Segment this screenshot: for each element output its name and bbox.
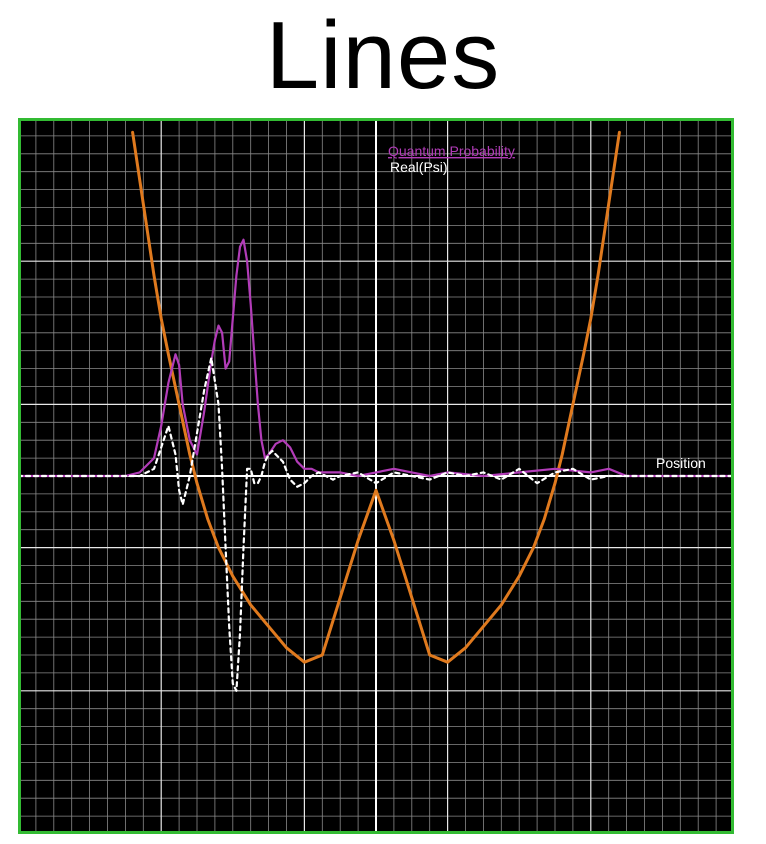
chart-frame: [18, 118, 734, 834]
x-axis-label: Position: [656, 455, 706, 471]
chart-plot: Quantum Probability Real(Psi) Position: [18, 118, 734, 834]
legend-quantum-probability: Quantum Probability: [388, 143, 515, 159]
series-quantum-probability: [18, 238, 734, 478]
series-potential: [131, 130, 621, 664]
series-layer: [18, 130, 734, 692]
legend-real-psi: Real(Psi): [390, 159, 448, 175]
series-real-psi: [18, 356, 734, 692]
page-title: Lines: [265, 2, 501, 109]
